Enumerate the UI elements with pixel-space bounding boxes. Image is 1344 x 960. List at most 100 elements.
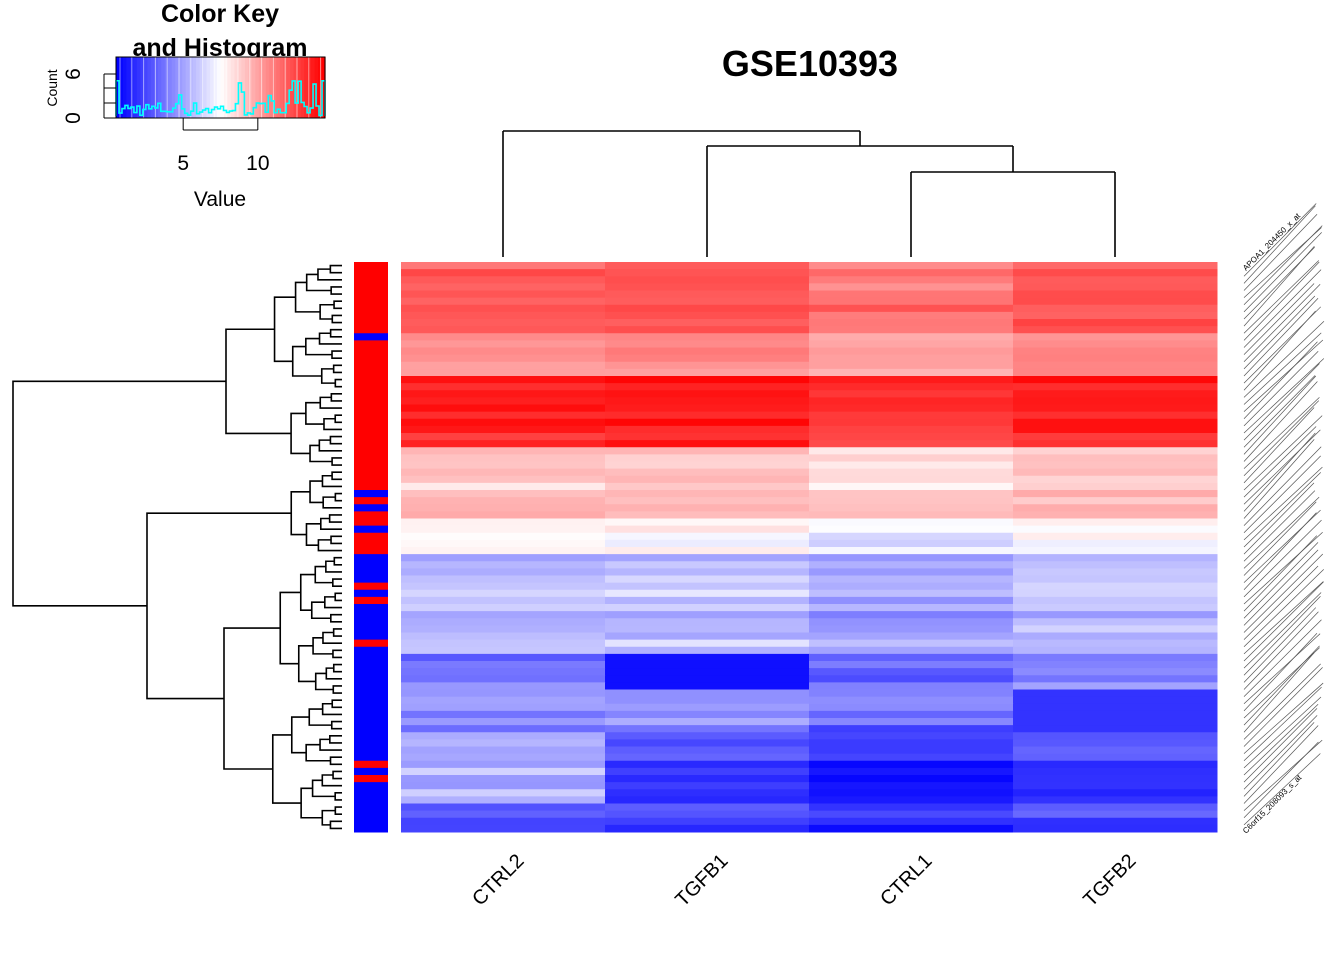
heatmap-cell (605, 561, 810, 569)
heatmap-cell (1013, 611, 1218, 619)
heatmap-cell (401, 661, 606, 669)
key-swatch (143, 57, 148, 118)
heatmap-cell (605, 582, 810, 591)
heatmap-cell (809, 368, 1014, 377)
heatmap-cell (605, 775, 810, 783)
row-dendrogram-branch (290, 716, 310, 754)
row-dendrogram-branch (330, 720, 342, 730)
heatmap-cell (809, 739, 1014, 747)
heatmap-cell (1013, 661, 1218, 669)
row-label-mark (1243, 596, 1321, 676)
heatmap-cell (605, 710, 810, 719)
heatmap-cell (605, 511, 810, 519)
heatmap-cell (1013, 333, 1218, 341)
side-color-cell (354, 311, 388, 320)
heatmap-cell (809, 632, 1014, 641)
color-key-ylabel: Count (44, 69, 60, 106)
side-color-cell (354, 568, 388, 576)
heatmap-cell (1013, 361, 1218, 370)
heatmap-cell (605, 425, 810, 434)
heatmap-cell (1013, 433, 1218, 441)
heatmap-cell (401, 482, 606, 491)
heatmap-cell (605, 383, 810, 391)
row-dendrogram-branch (332, 770, 342, 780)
side-color-cell (354, 347, 388, 356)
heatmap-cell (401, 618, 606, 626)
heatmap-cell (1013, 618, 1218, 626)
heatmap-cell (809, 596, 1014, 605)
side-color-cell (354, 411, 388, 420)
heatmap-cell (605, 304, 810, 313)
side-color-cell (354, 390, 388, 398)
heatmap-cell (605, 796, 810, 804)
histogram-line (115, 79, 326, 117)
heatmap-cell (1013, 518, 1218, 527)
side-color-cell (354, 675, 388, 683)
heatmap-cell (605, 653, 810, 662)
heatmap-cell (605, 262, 810, 270)
heatmap-cell (605, 283, 810, 291)
row-label-mark (1243, 407, 1315, 484)
row-dendrogram (12, 264, 342, 830)
heatmap-cell (1013, 696, 1218, 705)
row-label-mark (1243, 350, 1319, 427)
heatmap-cell (1013, 311, 1218, 320)
side-color-cell (354, 696, 388, 705)
key-swatch (192, 57, 197, 118)
row-dendrogram-branch (294, 281, 321, 313)
key-swatch (220, 57, 225, 118)
heatmap-cell (809, 532, 1014, 541)
row-label-mark (1243, 246, 1315, 327)
heatmap-cell (605, 411, 810, 420)
heatmap-cell (401, 511, 606, 519)
heatmap-cell (1013, 490, 1218, 498)
heatmap-cell (605, 810, 810, 819)
heatmap-cell (401, 354, 606, 363)
key-x-tick-label: 5 (177, 152, 189, 175)
column-label: CTRL2 (468, 850, 528, 910)
key-swatch (255, 57, 260, 118)
key-swatch (213, 57, 218, 118)
side-color-cell (354, 340, 388, 348)
heatmap-cell (401, 746, 606, 755)
heatmap-cell (401, 625, 606, 633)
heatmap-cell (809, 682, 1014, 690)
heatmap-cell (809, 703, 1014, 712)
heatmap-cell (1013, 817, 1218, 826)
heatmap-cell (605, 760, 810, 769)
heatmap-cell (401, 653, 606, 662)
row-label-mark (1243, 535, 1318, 612)
heatmap-cell (401, 447, 606, 455)
heatmap-cell (809, 817, 1014, 826)
side-color-cell (354, 290, 388, 299)
heatmap-cell (1013, 775, 1218, 783)
heatmap-cell (809, 582, 1014, 591)
side-color-cell (354, 361, 388, 370)
row-label-mark (1243, 647, 1320, 719)
heatmap-cell (401, 689, 606, 698)
heatmap-cell (809, 490, 1014, 498)
heatmap-cell (1013, 326, 1218, 334)
row-dendrogram-branch (314, 672, 334, 691)
heatmap-cell (809, 425, 1014, 434)
side-color-cell (354, 269, 388, 277)
row-label-mark (1243, 214, 1318, 291)
row-label-mark (1243, 320, 1325, 398)
side-color-cell (354, 283, 388, 291)
heatmap-cell (605, 739, 810, 747)
row-dendrogram-branch (321, 474, 342, 488)
key-swatch (237, 57, 242, 118)
row-label-mark (1243, 531, 1323, 605)
heatmap-cell (1013, 682, 1218, 690)
heatmap-cell (605, 753, 810, 762)
heatmap-cell (809, 468, 1014, 477)
heatmap-cell (809, 554, 1014, 562)
side-color-cell (354, 725, 388, 733)
heatmap-cell (809, 454, 1014, 462)
row-dendrogram-branch (331, 350, 342, 359)
side-color-cell (354, 710, 388, 719)
row-label-mark (1243, 446, 1322, 526)
heatmap-cell (809, 276, 1014, 284)
side-color-cell (354, 682, 388, 690)
